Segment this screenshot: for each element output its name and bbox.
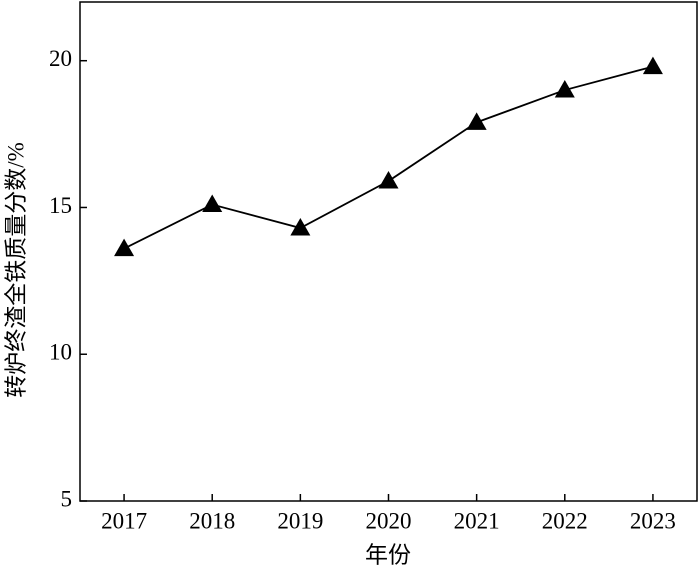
marker (114, 238, 135, 257)
x-tick-label: 2018 (189, 508, 235, 533)
x-axis-label: 年份 (365, 542, 411, 567)
x-tick-label: 2022 (542, 508, 588, 533)
y-axis-label: 转炉终渣全铁质量分数/% (3, 142, 28, 398)
marker (642, 56, 663, 75)
y-tick-label: 20 (49, 46, 72, 71)
marker (554, 80, 575, 98)
x-tick-label: 2019 (277, 508, 323, 533)
marker (290, 218, 311, 236)
x-tick-label: 2017 (101, 508, 147, 533)
y-tick-label: 10 (49, 340, 72, 365)
line (123, 65, 654, 250)
x-tick-label: 2020 (366, 508, 412, 533)
x-tick-label: 2021 (454, 508, 500, 533)
y-tick-label: 15 (49, 193, 72, 218)
x-tick-label: 2023 (630, 508, 676, 533)
plot-frame (79, 1, 698, 502)
marker (466, 112, 487, 130)
marker (378, 171, 399, 189)
marker (202, 194, 223, 213)
y-tick-label: 5 (61, 486, 73, 511)
